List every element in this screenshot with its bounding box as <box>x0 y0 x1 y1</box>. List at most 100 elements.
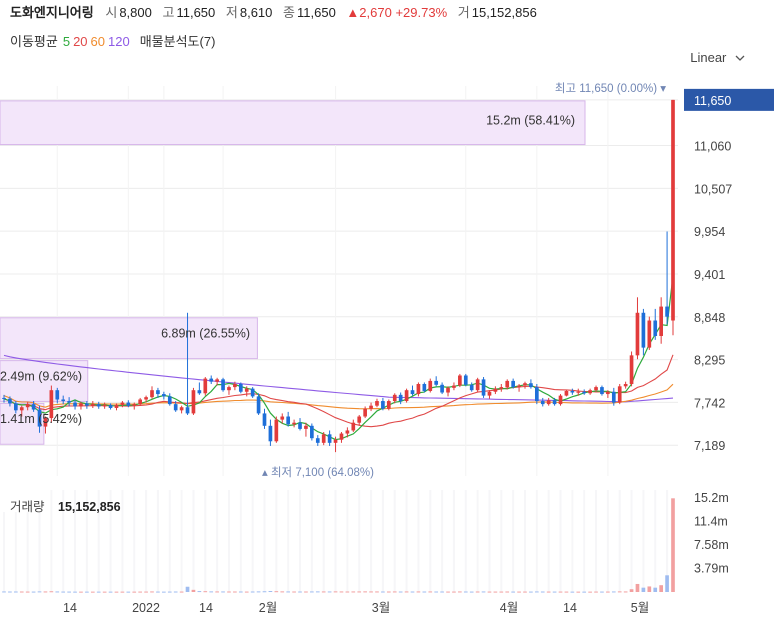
volume-bar[interactable] <box>43 591 48 593</box>
volume-bar[interactable] <box>570 591 575 593</box>
candle[interactable] <box>363 406 367 419</box>
candle[interactable] <box>156 387 160 398</box>
volume-bar[interactable] <box>517 591 521 593</box>
candle[interactable] <box>505 379 510 390</box>
volume-bar[interactable] <box>233 591 237 593</box>
candle[interactable] <box>570 388 575 395</box>
candle[interactable] <box>339 432 344 443</box>
volume-bar[interactable] <box>546 591 551 593</box>
candle[interactable] <box>529 379 533 389</box>
candle[interactable] <box>280 413 285 424</box>
volume-bar[interactable] <box>162 591 166 593</box>
volume-bar[interactable] <box>321 591 326 593</box>
volume-bar[interactable] <box>653 587 658 592</box>
candle[interactable] <box>440 382 444 395</box>
volume-bar[interactable] <box>416 591 421 593</box>
volume-bar[interactable] <box>582 591 587 593</box>
volume-bar[interactable] <box>481 591 486 593</box>
volume-bar[interactable] <box>558 591 563 593</box>
volume-bar[interactable] <box>404 591 409 593</box>
volume-bar[interactable] <box>576 591 581 593</box>
candle[interactable] <box>458 373 462 388</box>
volume-bar[interactable] <box>150 591 154 593</box>
volume-bar[interactable] <box>250 591 255 593</box>
volume-bar[interactable] <box>635 583 640 592</box>
volume-bar[interactable] <box>8 591 12 593</box>
candle[interactable] <box>606 390 610 398</box>
candle[interactable] <box>315 435 320 446</box>
volume-bar[interactable] <box>227 591 231 593</box>
volume-bar[interactable] <box>339 591 344 593</box>
candle[interactable] <box>2 394 6 403</box>
volume-bar[interactable] <box>398 591 403 593</box>
candle[interactable] <box>552 397 557 406</box>
volume-bar[interactable] <box>315 591 320 593</box>
volume-bar[interactable] <box>446 591 450 593</box>
volume-bar[interactable] <box>540 591 545 593</box>
volume-bar[interactable] <box>19 591 24 593</box>
candle[interactable] <box>540 397 545 407</box>
candle[interactable] <box>132 402 137 410</box>
volume-bar[interactable] <box>499 591 504 593</box>
candle[interactable] <box>493 386 498 395</box>
volume-bar[interactable] <box>422 591 427 593</box>
candle[interactable] <box>262 408 267 429</box>
volume-profile-bar[interactable] <box>0 317 258 360</box>
candle[interactable] <box>114 403 119 411</box>
volume-bar[interactable] <box>386 591 391 593</box>
volume-bar[interactable] <box>138 591 143 593</box>
candle[interactable] <box>310 423 314 441</box>
candle[interactable] <box>31 401 36 412</box>
candle[interactable] <box>8 396 12 407</box>
volume-bar[interactable] <box>221 591 225 593</box>
volume-bar[interactable] <box>25 591 30 593</box>
candle[interactable] <box>611 387 616 406</box>
scale-select[interactable]: Linear <box>690 50 745 65</box>
candle[interactable] <box>588 388 592 395</box>
volume-bar[interactable] <box>434 591 439 593</box>
volume-bar[interactable] <box>493 591 498 593</box>
candle[interactable] <box>37 405 42 433</box>
volume-bar[interactable] <box>375 591 379 593</box>
volume-bar[interactable] <box>185 586 190 592</box>
candle[interactable] <box>623 381 628 389</box>
candle[interactable] <box>446 386 450 397</box>
volume-bar[interactable] <box>191 589 196 592</box>
volume-bar[interactable] <box>410 591 415 593</box>
candle[interactable] <box>665 231 669 325</box>
candle[interactable] <box>617 384 622 405</box>
candle[interactable] <box>558 394 563 406</box>
candle[interactable] <box>244 386 249 397</box>
candle[interactable] <box>386 399 391 411</box>
volume-bar[interactable] <box>2 591 6 593</box>
volume-bar[interactable] <box>55 591 60 593</box>
candle[interactable] <box>102 402 107 409</box>
candle[interactable] <box>582 389 587 395</box>
candle[interactable] <box>49 385 54 423</box>
candle[interactable] <box>138 397 143 406</box>
candle[interactable] <box>191 387 196 415</box>
volume-bar[interactable] <box>61 591 66 593</box>
volume-bar[interactable] <box>345 591 350 593</box>
candle[interactable] <box>209 375 214 384</box>
candle[interactable] <box>381 397 385 411</box>
candle[interactable] <box>434 376 439 387</box>
candle[interactable] <box>215 377 219 386</box>
candle[interactable] <box>487 390 492 399</box>
volume-bar[interactable] <box>215 591 219 593</box>
volume-bar[interactable] <box>428 591 433 593</box>
candle[interactable] <box>250 387 255 398</box>
volume-bar[interactable] <box>167 591 172 593</box>
candle[interactable] <box>85 401 89 409</box>
candle[interactable] <box>233 381 237 391</box>
volume-bar[interactable] <box>440 591 444 593</box>
candle[interactable] <box>392 393 397 404</box>
volume-bar[interactable] <box>381 591 385 593</box>
volume-bar[interactable] <box>552 591 557 593</box>
volume-bar[interactable] <box>280 591 285 593</box>
candle[interactable] <box>19 405 24 417</box>
candle[interactable] <box>416 382 421 397</box>
volume-bar[interactable] <box>511 591 515 593</box>
volume-bar[interactable] <box>120 591 125 593</box>
